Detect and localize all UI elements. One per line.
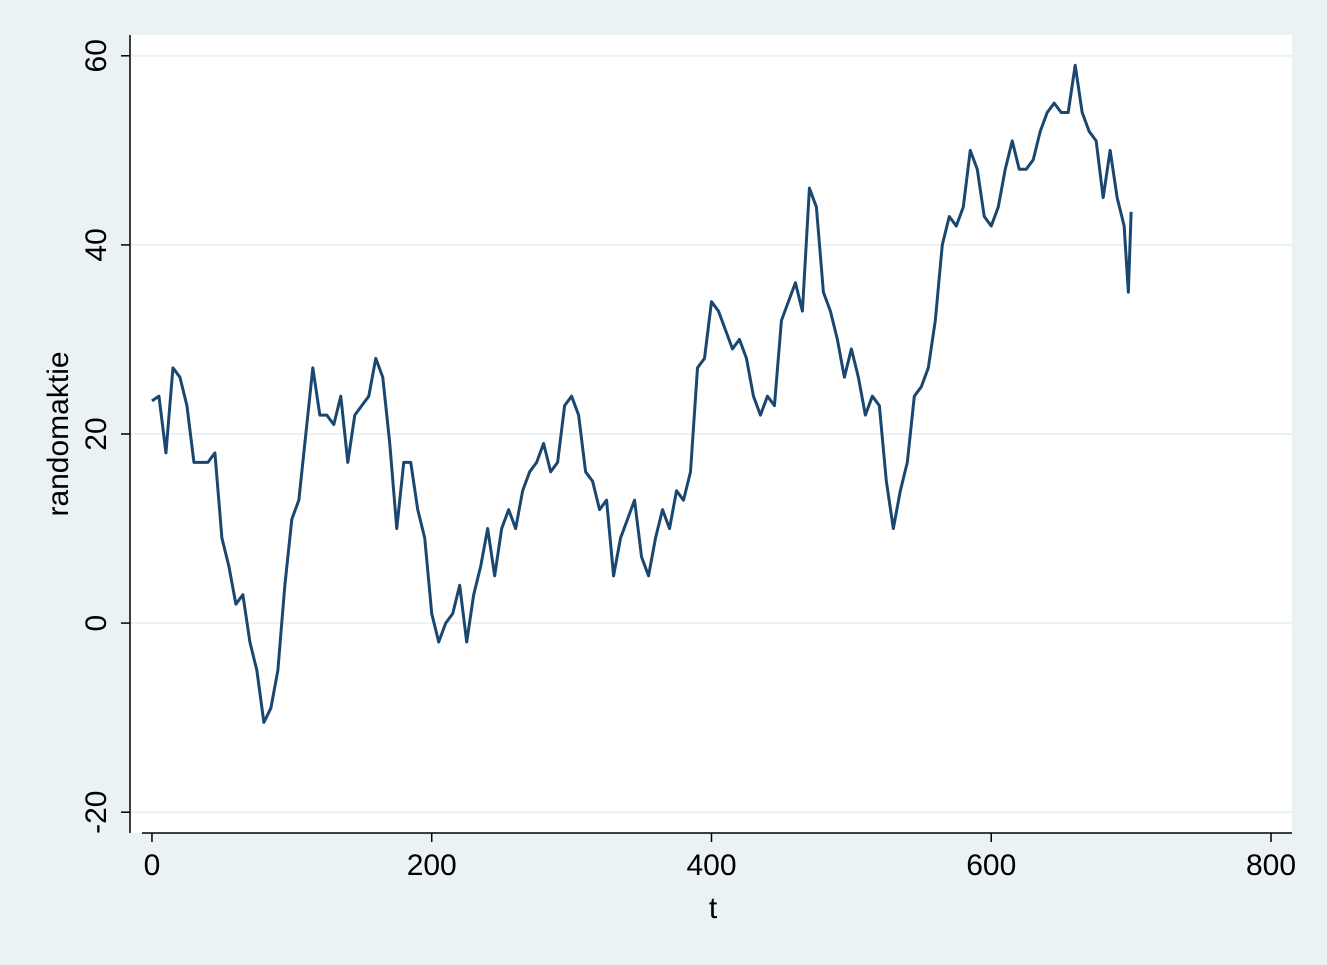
x-tick-label: 600 xyxy=(966,849,1016,882)
y-tick-label: -20 xyxy=(80,791,113,834)
x-tick-label: 200 xyxy=(407,849,457,882)
x-tick-label: 400 xyxy=(686,849,736,882)
x-axis-title: t xyxy=(709,892,718,925)
y-axis-title: randomaktie xyxy=(42,351,75,516)
y-tick-label: 0 xyxy=(80,615,113,632)
data-line xyxy=(151,63,1133,724)
y-tick-label: 40 xyxy=(80,228,113,261)
x-tick-label: 0 xyxy=(144,849,161,882)
y-tick-label: 60 xyxy=(80,39,113,72)
x-tick-label: 800 xyxy=(1246,849,1296,882)
y-tick-label: 20 xyxy=(80,417,113,450)
